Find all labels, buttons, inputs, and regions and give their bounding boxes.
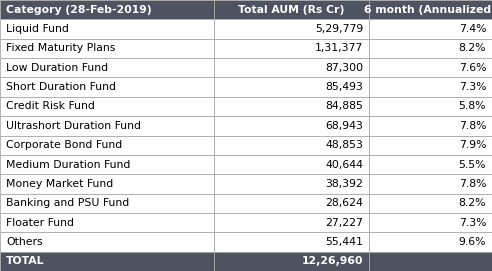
Bar xyxy=(0,232,214,252)
Bar xyxy=(369,193,492,213)
Text: 84,885: 84,885 xyxy=(325,101,363,111)
Bar xyxy=(369,97,492,116)
Text: 7.3%: 7.3% xyxy=(459,218,486,228)
Bar xyxy=(369,19,492,39)
Bar xyxy=(369,252,492,271)
Bar xyxy=(369,155,492,174)
Bar xyxy=(214,213,369,232)
Text: 38,392: 38,392 xyxy=(325,179,363,189)
Text: Liquid Fund: Liquid Fund xyxy=(6,24,69,34)
Text: 12,26,960: 12,26,960 xyxy=(302,256,363,266)
Bar xyxy=(369,213,492,232)
Text: Credit Risk Fund: Credit Risk Fund xyxy=(6,101,95,111)
Text: 7.9%: 7.9% xyxy=(459,140,486,150)
Text: TOTAL: TOTAL xyxy=(6,256,44,266)
Text: Ultrashort Duration Fund: Ultrashort Duration Fund xyxy=(6,121,141,131)
Bar xyxy=(369,39,492,58)
Text: 48,853: 48,853 xyxy=(325,140,363,150)
Bar xyxy=(369,136,492,155)
Text: Floater Fund: Floater Fund xyxy=(6,218,74,228)
Bar xyxy=(0,58,214,78)
Text: 85,493: 85,493 xyxy=(325,82,363,92)
Bar xyxy=(214,252,369,271)
Text: Total AUM (Rs Cr): Total AUM (Rs Cr) xyxy=(238,5,345,15)
Text: Others: Others xyxy=(6,237,42,247)
Text: Medium Duration Fund: Medium Duration Fund xyxy=(6,160,130,170)
Bar xyxy=(369,78,492,97)
Bar xyxy=(0,116,214,136)
Text: 8.2%: 8.2% xyxy=(459,43,486,53)
Text: 28,624: 28,624 xyxy=(325,198,363,208)
Bar xyxy=(0,213,214,232)
Bar xyxy=(0,78,214,97)
Text: 5,29,779: 5,29,779 xyxy=(315,24,363,34)
Text: Money Market Fund: Money Market Fund xyxy=(6,179,113,189)
Text: 27,227: 27,227 xyxy=(325,218,363,228)
Bar xyxy=(214,97,369,116)
Bar xyxy=(369,58,492,78)
Bar xyxy=(0,136,214,155)
Bar xyxy=(214,78,369,97)
Text: Short Duration Fund: Short Duration Fund xyxy=(6,82,116,92)
Text: 6 month (Annualized): 6 month (Annualized) xyxy=(365,5,492,15)
Text: 7.8%: 7.8% xyxy=(459,121,486,131)
Text: 1,31,377: 1,31,377 xyxy=(315,43,363,53)
Bar xyxy=(0,252,214,271)
Bar xyxy=(214,58,369,78)
Text: 7.8%: 7.8% xyxy=(459,179,486,189)
Text: 8.2%: 8.2% xyxy=(459,198,486,208)
Bar xyxy=(0,39,214,58)
Bar xyxy=(0,0,214,19)
Bar xyxy=(214,116,369,136)
Text: Fixed Maturity Plans: Fixed Maturity Plans xyxy=(6,43,115,53)
Bar xyxy=(214,232,369,252)
Bar xyxy=(369,0,492,19)
Text: Low Duration Fund: Low Duration Fund xyxy=(6,63,108,73)
Bar xyxy=(214,174,369,193)
Bar xyxy=(0,174,214,193)
Bar xyxy=(369,116,492,136)
Bar xyxy=(369,174,492,193)
Bar xyxy=(214,136,369,155)
Text: 7.3%: 7.3% xyxy=(459,82,486,92)
Bar xyxy=(0,19,214,39)
Bar xyxy=(214,0,369,19)
Text: 7.4%: 7.4% xyxy=(459,24,486,34)
Bar xyxy=(214,193,369,213)
Bar xyxy=(214,39,369,58)
Bar xyxy=(369,232,492,252)
Text: 9.6%: 9.6% xyxy=(459,237,486,247)
Bar xyxy=(0,155,214,174)
Text: Corporate Bond Fund: Corporate Bond Fund xyxy=(6,140,122,150)
Text: Banking and PSU Fund: Banking and PSU Fund xyxy=(6,198,129,208)
Text: 87,300: 87,300 xyxy=(325,63,363,73)
Text: 68,943: 68,943 xyxy=(325,121,363,131)
Text: 7.6%: 7.6% xyxy=(459,63,486,73)
Text: 55,441: 55,441 xyxy=(325,237,363,247)
Bar xyxy=(0,97,214,116)
Text: 5.8%: 5.8% xyxy=(459,101,486,111)
Text: 40,644: 40,644 xyxy=(325,160,363,170)
Text: 5.5%: 5.5% xyxy=(459,160,486,170)
Bar xyxy=(0,193,214,213)
Text: Category (28-Feb-2019): Category (28-Feb-2019) xyxy=(6,5,152,15)
Bar xyxy=(214,19,369,39)
Bar xyxy=(214,155,369,174)
